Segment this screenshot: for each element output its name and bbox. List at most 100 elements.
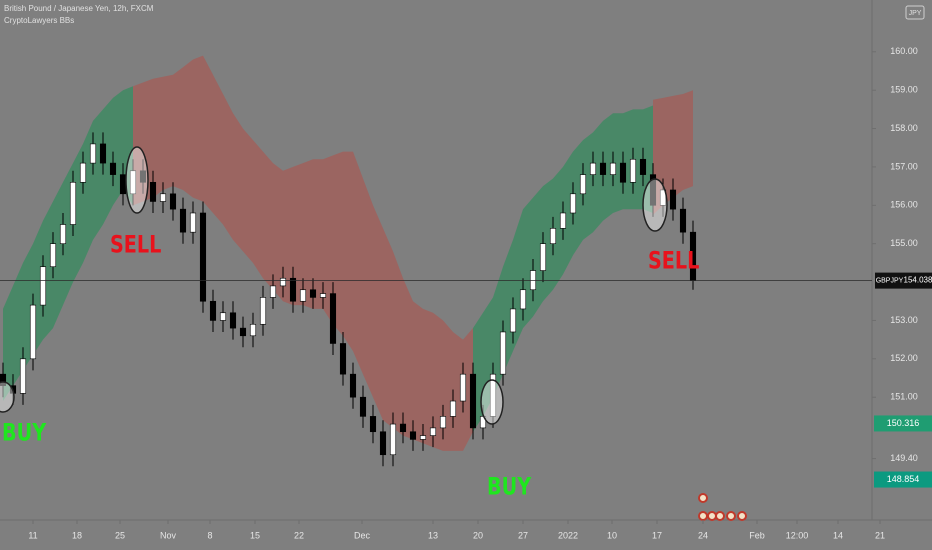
candle-body: [619, 162, 627, 183]
candle-body: [389, 423, 397, 456]
x-tick-label: 15: [250, 530, 260, 540]
candle-body: [19, 358, 27, 394]
candle-body: [169, 193, 177, 210]
x-tick-label: 18: [72, 530, 82, 540]
candle-body: [269, 285, 277, 298]
signal-circle: [642, 178, 668, 232]
candle-body: [489, 373, 497, 417]
candle-body: [69, 181, 77, 225]
price-label-box: [874, 415, 932, 432]
signal-label: BUY: [2, 420, 46, 448]
candle-body: [409, 431, 417, 440]
candle-body: [429, 427, 437, 436]
signal-label: SELL: [648, 248, 700, 276]
candle-body: [649, 174, 657, 206]
y-tick-label: 158.00: [890, 123, 918, 133]
candle-body: [459, 373, 467, 402]
candle-body: [329, 293, 337, 344]
candle-body: [79, 162, 87, 183]
price-label-box: [874, 471, 932, 488]
candle-body: [519, 289, 527, 310]
x-tick-label: 14: [833, 530, 843, 540]
y-tick-label: 156.00: [890, 200, 918, 210]
candle-body: [539, 243, 547, 271]
candle-body: [469, 373, 477, 429]
event-icon[interactable]: [737, 511, 747, 521]
currency-badge-box[interactable]: [905, 5, 925, 20]
x-tick-label: 21: [875, 530, 885, 540]
candle-body: [279, 277, 287, 287]
candle-body: [189, 212, 197, 233]
candle-body: [209, 300, 217, 321]
x-tick-label: 20: [473, 530, 483, 540]
currency-badge[interactable]: JPY: [909, 10, 922, 17]
y-tick-label: 149.40: [890, 453, 918, 463]
candle-body: [39, 266, 47, 306]
event-icon[interactable]: [715, 511, 725, 521]
candle-body: [599, 162, 607, 175]
candle-body: [289, 277, 297, 302]
candle-body: [49, 243, 57, 268]
candle-body: [0, 373, 7, 386]
x-tick-label: Feb: [749, 530, 765, 540]
candle-body: [229, 312, 237, 329]
x-tick-label: 11: [28, 530, 37, 540]
event-icon[interactable]: [726, 511, 736, 521]
candle-body: [609, 162, 617, 175]
x-tick-label: 17: [652, 530, 662, 540]
candle-body: [639, 158, 647, 175]
y-tick-label: 155.00: [890, 238, 918, 248]
x-tick-label: 25: [115, 530, 125, 540]
event-icon[interactable]: [698, 493, 708, 503]
candle-body: [309, 289, 317, 298]
x-tick-label: 27: [518, 530, 528, 540]
candle-body: [669, 189, 677, 210]
candle-body: [379, 431, 387, 456]
candle-body: [59, 224, 67, 244]
candle-body: [149, 181, 157, 202]
y-tick-label: 159.00: [890, 85, 918, 95]
y-tick-label: 152.00: [890, 353, 918, 363]
candle-body: [299, 289, 307, 302]
x-tick-label: Nov: [160, 530, 177, 540]
event-icon[interactable]: [698, 511, 708, 521]
event-icons: [698, 493, 747, 521]
x-tick-label: 10: [607, 530, 617, 540]
candle-body: [339, 343, 347, 375]
x-tick-label: 13: [428, 530, 438, 540]
candle-body: [159, 193, 167, 202]
candle-body: [29, 304, 37, 360]
candle-body: [659, 189, 667, 206]
candle-body: [359, 396, 367, 417]
signal-circle: [125, 146, 149, 214]
event-icon[interactable]: [707, 511, 717, 521]
y-tick-label: 160.00: [890, 46, 918, 56]
candle-body: [679, 208, 687, 233]
price-label: 148.854: [887, 474, 920, 484]
candle-body: [179, 208, 187, 233]
x-tick-label: 12:00: [786, 530, 809, 540]
candle-body: [589, 162, 597, 175]
candle-body: [529, 270, 537, 291]
candle-body: [579, 174, 587, 195]
price-label: 150.316: [887, 418, 920, 428]
candle-body: [569, 193, 577, 214]
signal-label: SELL: [110, 232, 162, 260]
candle-body: [439, 416, 447, 429]
candle-body: [109, 162, 117, 175]
x-tick-label: Dec: [354, 530, 371, 540]
candle-body: [249, 323, 257, 337]
candle-body: [449, 400, 457, 417]
last-price-label: 154.038: [904, 276, 932, 285]
signal-circle: [0, 381, 15, 413]
candle-body: [549, 228, 557, 244]
candle-body: [629, 158, 637, 183]
x-tick-label: 8: [207, 530, 212, 540]
candle-body: [559, 212, 567, 229]
symbol-title: British Pound / Japanese Yen, 12h, FXCM: [4, 4, 154, 13]
marks: [0, 132, 697, 467]
band: [473, 105, 653, 432]
candle-body: [509, 308, 517, 333]
